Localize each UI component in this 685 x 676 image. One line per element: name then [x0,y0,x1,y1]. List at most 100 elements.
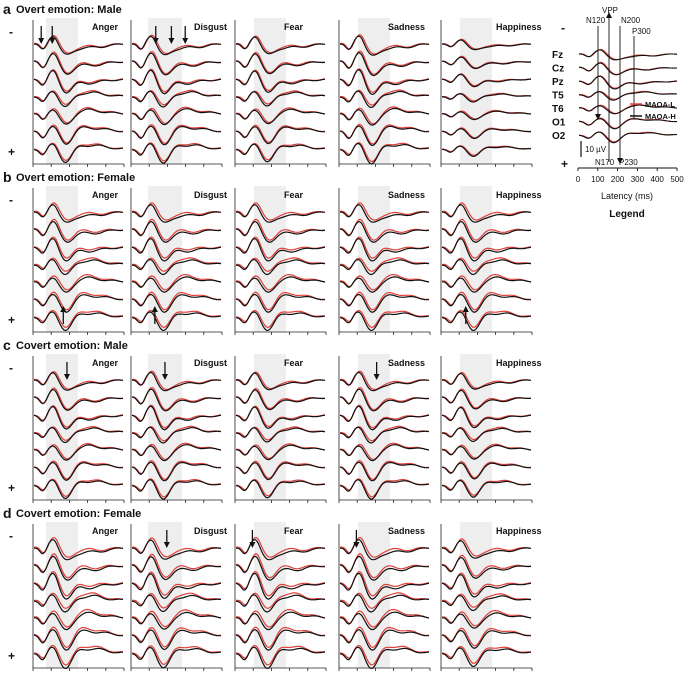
effect-arrowhead [182,38,189,44]
waveform-pz-maoa-h [33,406,124,430]
waveform-pz-maoa-h [131,238,222,262]
waveform-o2-maoa-h [33,646,124,670]
waveform-t5-maoa-h [33,594,124,613]
panel-title: Overt emotion: Male [16,4,122,16]
panel-b-sadness: Sadness [338,186,431,335]
legend-x-axis-label: Latency (ms) [601,191,653,201]
waveform-t5-maoa-h [235,258,326,276]
panel-d-fear: Fear [234,522,327,671]
waveform-t5-maoa-h [339,90,430,109]
legend-x-tick-label: 400 [651,175,665,184]
effect-arrowhead [249,542,256,548]
positive-polarity-sign: + [8,145,15,159]
waveform-fz-maoa-h [339,35,430,56]
waveform-pz-maoa-h [235,406,326,429]
panel-d-disgust: Disgust [130,522,227,671]
waveform-t6-maoa-h [236,611,326,631]
legend-wave-t5-maoa-h [578,91,678,101]
waveform-t6-maoa-h [132,444,222,462]
waveform-o1-maoa-h [33,125,123,145]
p230-arrowhead [617,158,623,164]
waveform-o1-maoa-h [441,629,531,649]
waveform-fz-maoa-h [132,204,222,223]
waveform-o1-maoa-h [33,629,123,651]
condition-label: Happiness [496,358,542,368]
panel-a-anger: Anger [32,18,125,167]
waveform-o2-maoa-h [339,646,430,670]
waveform-o2-maoa-h [441,311,532,332]
waveform-t6-maoa-h [442,110,532,121]
waveform-o1-maoa-h [235,462,326,481]
panel-d-happiness: Happiness [440,522,542,671]
negative-polarity-sign: - [9,25,13,39]
effect-arrowhead [60,306,67,312]
panel-c-disgust: Disgust [130,354,227,503]
waveform-o1-maoa-h [339,629,429,651]
waveform-t6-maoa-h [34,611,124,631]
panel-b-disgust: Disgust [130,186,227,335]
waveform-fz-maoa-h [236,372,326,391]
effect-arrowhead [462,306,469,312]
n200-label: N200 [621,16,641,25]
waveform-cz-maoa-h [33,555,124,581]
legend-positive-sign: + [561,157,568,171]
waveform-o2-maoa-h [441,479,532,498]
waveform-t5-maoa-h [235,594,326,613]
vpp-label: VPP [602,6,618,15]
waveform-o2-maoa-h [131,143,222,164]
legend-channel-pz: Pz [552,77,564,88]
legend-x-tick-label: 0 [576,175,581,184]
waveform-o2-maoa-h [441,145,531,158]
legend-channel-o2: O2 [552,131,566,142]
waveform-o2-maoa-h [33,479,124,500]
waveform-fz-maoa-h [339,371,430,392]
panel-a-fear: Fear [234,18,327,167]
negative-polarity-sign: - [9,529,13,543]
waveform-t5-maoa-h [442,93,532,103]
waveform-t6-maoa-h [442,276,532,293]
waveform-t6-maoa-h [132,108,222,126]
condition-label: Fear [284,190,304,200]
legend-waveforms [578,48,678,144]
waveform-t5-maoa-h [131,90,222,108]
waveform-t6-maoa-h [34,276,124,293]
waveform-t5-maoa-h [131,258,222,276]
legend-wave-o1-maoa-h [578,118,677,130]
waveform-o2-maoa-h [339,311,430,332]
condition-label: Anger [92,526,119,536]
waveform-o1-maoa-h [33,461,123,481]
panel-title: Covert emotion: Female [16,508,141,520]
waveform-pz-maoa-h [441,574,532,598]
p230-label: P230 [619,158,638,167]
waveform-o2-maoa-h [131,646,222,669]
waveform-o1-maoa-h [131,125,221,146]
waveform-t6-maoa-h [340,107,430,126]
vpp-arrowhead [606,12,612,18]
waveform-cz-maoa-h [235,220,326,243]
waveform-fz-maoa-h [34,204,124,223]
legend-channel-fz: Fz [552,50,563,61]
waveform-t5-maoa-h [339,258,430,276]
waveform-o1-maoa-h [441,128,531,140]
waveform-t6-maoa-h [235,108,326,125]
waveform-t6-maoa-h [34,444,124,461]
waveform-o1-maoa-h [33,293,123,313]
waveform-t6-maoa-h [340,611,430,631]
waveform-t5-maoa-h [33,426,124,444]
waveform-fz-maoa-h [236,36,326,55]
effect-arrowhead [63,374,70,380]
n120-label: N120 [586,16,606,25]
panel-d-anger: Anger [32,522,125,671]
waveform-cz-maoa-h [235,53,326,75]
waveform-cz-maoa-h [441,556,532,579]
waveform-o1-maoa-h [339,293,429,313]
negative-polarity-sign: - [9,193,13,207]
legend-panel: - + Fz Cz Pz T5 T6 O1 O2 VPP N120 N200 P300 N1… [552,6,684,220]
n170-label: N170 [595,158,615,167]
effect-arrowhead [353,542,360,548]
waveform-o2-maoa-h [235,479,326,499]
waveform-t6-maoa-h [340,276,430,293]
legend-wave-fz-maoa-h [579,49,678,61]
positive-polarity-sign: + [8,649,15,663]
condition-label: Sadness [388,526,425,536]
